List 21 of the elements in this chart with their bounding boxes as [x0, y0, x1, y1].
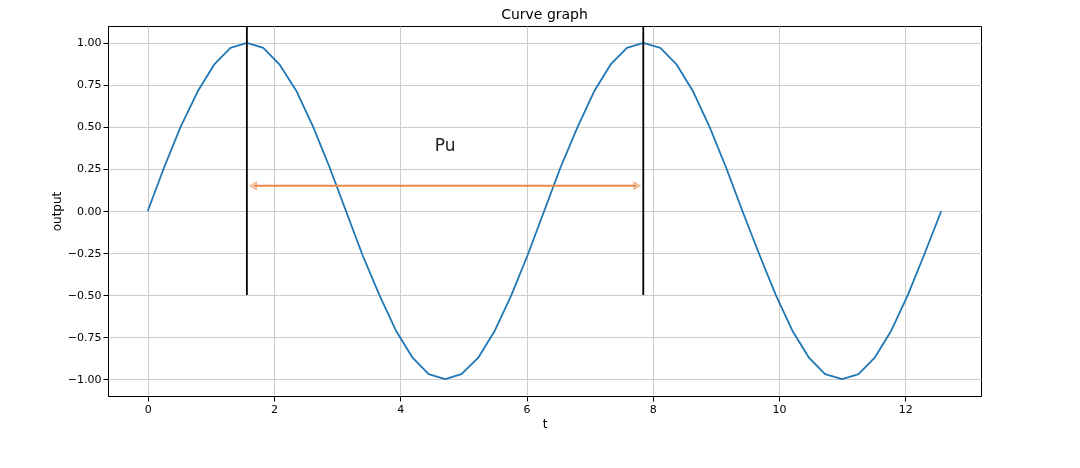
x-tick-label: 0	[144, 402, 152, 416]
x-tick-label: 10	[772, 402, 787, 416]
y-tick-label: 0.75	[77, 78, 102, 92]
y-tick-label: −0.50	[67, 288, 102, 302]
y-tick-label: 0.00	[77, 204, 102, 218]
y-tick-label: 0.25	[77, 162, 102, 176]
x-tick-label: 2	[271, 402, 279, 416]
chart-title: Curve graph	[501, 6, 588, 22]
annotation: Pu	[434, 134, 456, 155]
line-series	[146, 41, 943, 381]
y-tick-label: −0.75	[67, 330, 102, 344]
y-tick-label: 0.50	[77, 120, 102, 134]
x-axis-title: t	[542, 416, 548, 431]
y-tick-label: −0.25	[67, 246, 102, 260]
y-tick-label: 1.00	[77, 36, 102, 50]
y-tick-label: −1.00	[67, 372, 102, 386]
x-tick-label: 12	[898, 402, 913, 416]
x-tick-label: 4	[397, 402, 405, 416]
x-tick-label: 8	[649, 402, 657, 416]
y-axis-title: output	[49, 191, 64, 232]
x-tick-label: 6	[523, 402, 531, 416]
